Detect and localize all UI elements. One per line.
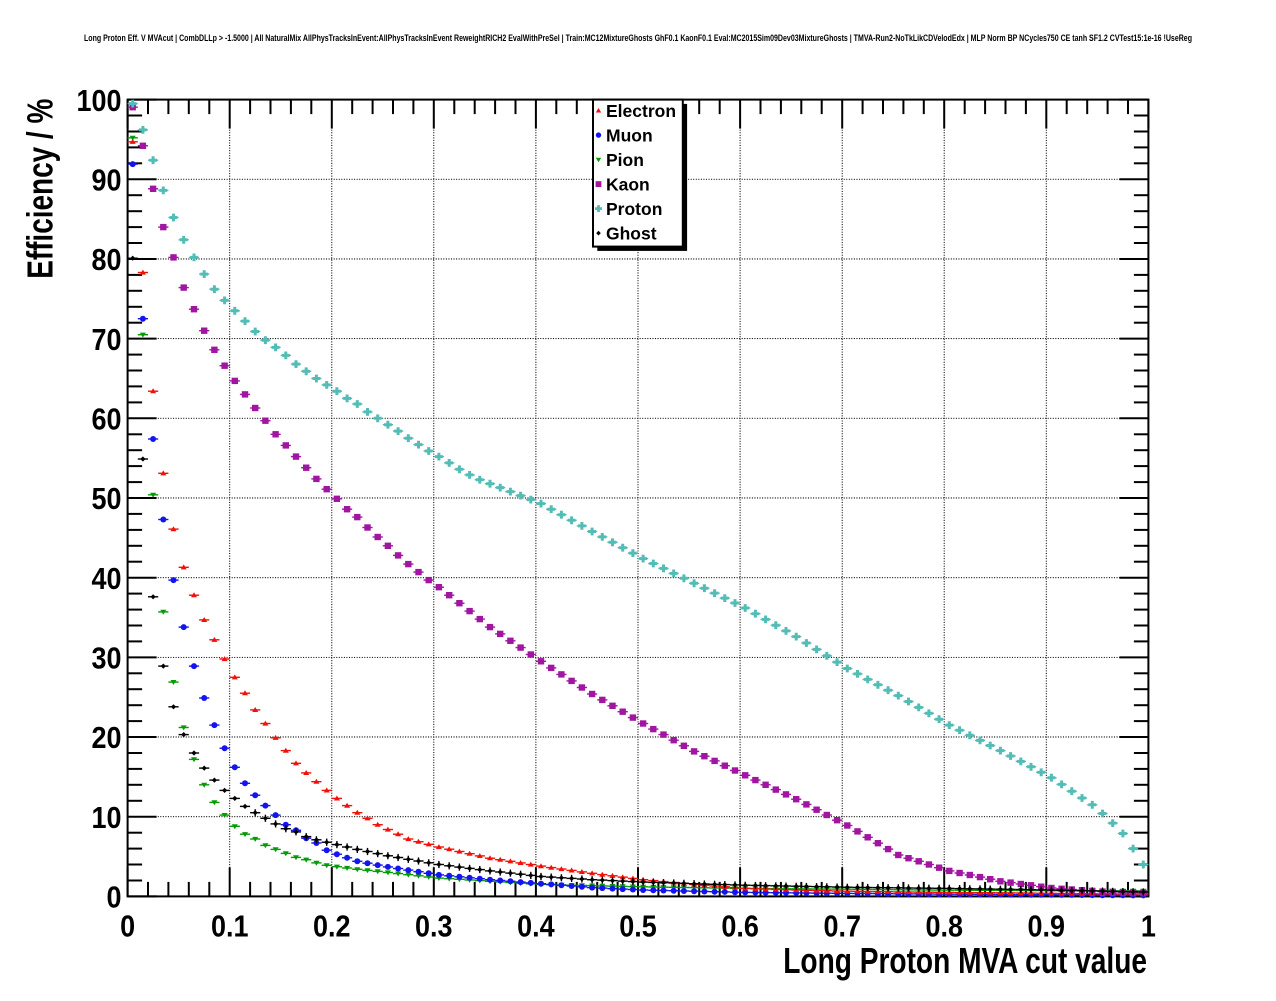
svg-text:0.7: 0.7 <box>823 910 860 944</box>
svg-text:0.3: 0.3 <box>415 910 452 944</box>
svg-text:0.2: 0.2 <box>313 910 350 944</box>
svg-text:Proton: Proton <box>606 199 662 219</box>
svg-text:Ghost: Ghost <box>606 223 657 243</box>
svg-text:Kaon: Kaon <box>606 174 650 194</box>
svg-text:100: 100 <box>77 84 122 118</box>
svg-text:60: 60 <box>92 403 122 437</box>
svg-text:Muon: Muon <box>606 125 653 145</box>
svg-text:10: 10 <box>92 801 122 835</box>
svg-text:90: 90 <box>92 164 122 198</box>
svg-text:Long Proton MVA cut value: Long Proton MVA cut value <box>783 941 1147 981</box>
svg-text:Long Proton Eff. V MVAcut | Co: Long Proton Eff. V MVAcut | CombDLLp > -… <box>84 33 1192 44</box>
svg-text:50: 50 <box>92 483 122 517</box>
svg-text:Electron: Electron <box>606 101 676 121</box>
svg-text:80: 80 <box>92 244 122 278</box>
svg-text:0.8: 0.8 <box>925 910 962 944</box>
svg-text:20: 20 <box>92 722 122 756</box>
svg-text:0.5: 0.5 <box>619 910 656 944</box>
svg-text:30: 30 <box>92 642 122 676</box>
svg-text:Pion: Pion <box>606 150 644 170</box>
svg-text:0: 0 <box>107 881 122 915</box>
svg-text:0.4: 0.4 <box>517 910 554 944</box>
svg-text:0.6: 0.6 <box>721 910 758 944</box>
svg-text:70: 70 <box>92 323 122 357</box>
svg-text:0.9: 0.9 <box>1028 910 1065 944</box>
svg-text:40: 40 <box>92 562 122 596</box>
svg-text:Efficiency / %: Efficiency / % <box>20 99 60 279</box>
svg-text:0: 0 <box>120 910 135 944</box>
svg-text:1: 1 <box>1141 910 1156 944</box>
svg-text:0.1: 0.1 <box>211 910 248 944</box>
